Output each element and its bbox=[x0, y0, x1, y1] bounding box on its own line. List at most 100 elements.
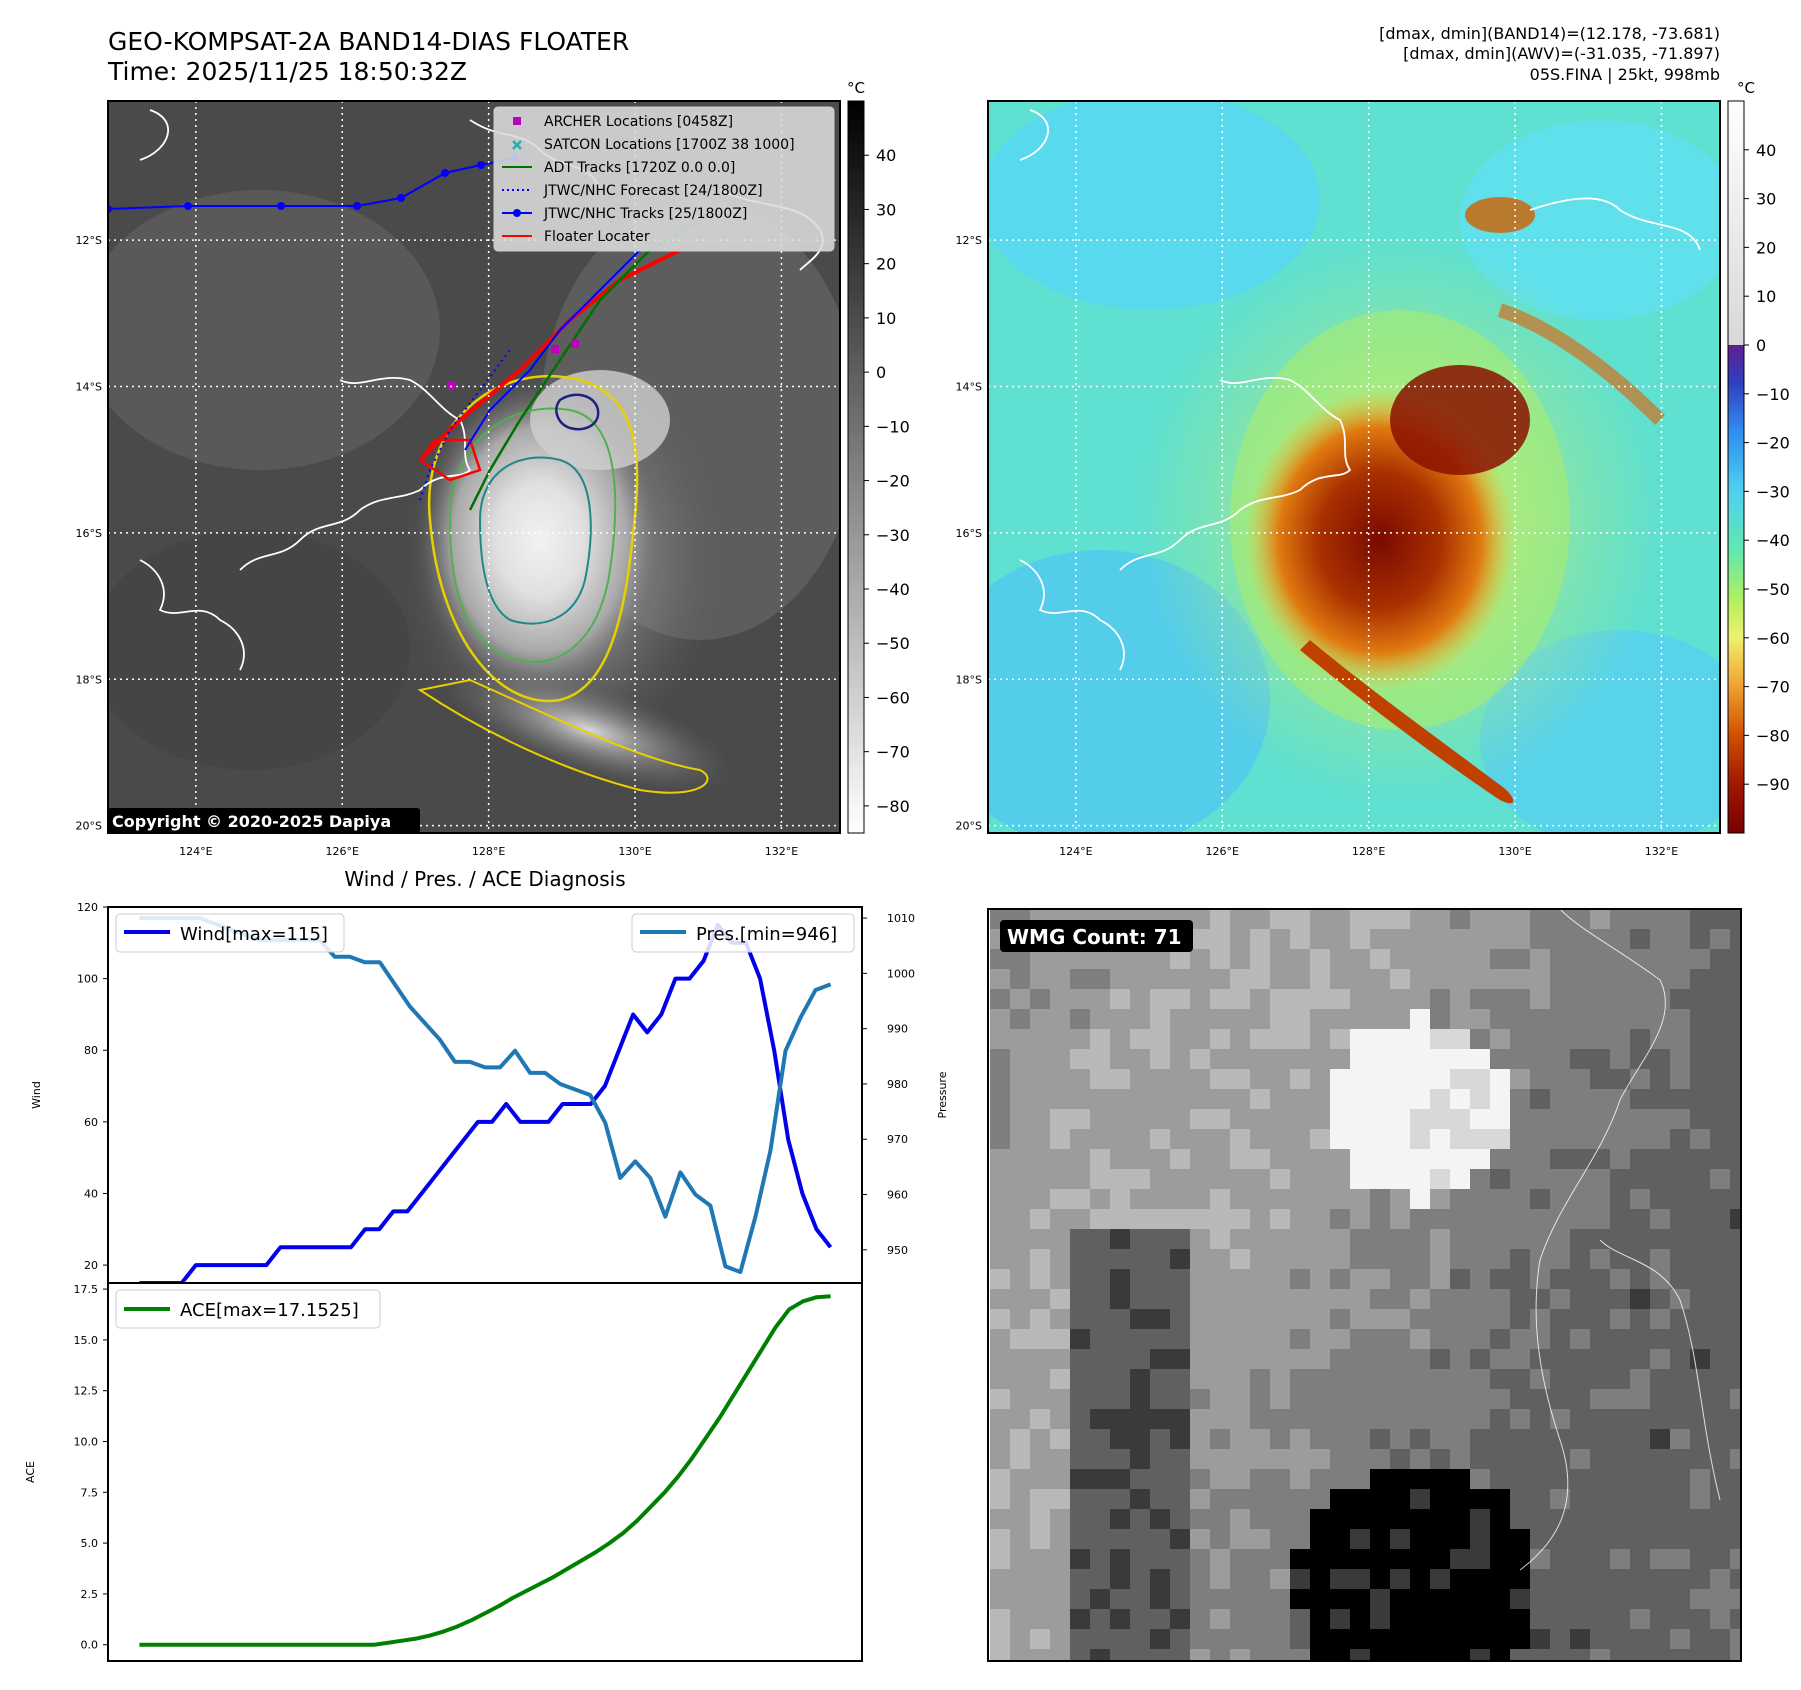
wmg-pixel bbox=[1710, 1569, 1730, 1589]
wmg-pixel bbox=[1210, 1609, 1230, 1629]
wmg-pixel bbox=[1050, 949, 1070, 969]
wmg-pixel bbox=[1390, 1089, 1410, 1109]
ace-ylabel: ACE bbox=[24, 1461, 37, 1483]
wmg-pixel bbox=[1050, 1069, 1070, 1089]
wmg-pixel bbox=[1210, 1369, 1230, 1389]
wmg-pixel bbox=[1230, 1429, 1250, 1449]
wmg-pixel bbox=[1650, 1469, 1670, 1489]
wmg-pixel bbox=[990, 1169, 1010, 1189]
wmg-pixel bbox=[1190, 1349, 1210, 1369]
wmg-pixel bbox=[1430, 1429, 1450, 1449]
wmg-pixel bbox=[1390, 1569, 1410, 1589]
wmg-pixel bbox=[1590, 1469, 1610, 1489]
colorbar-tick-label: −40 bbox=[876, 580, 910, 599]
wmg-pixel bbox=[1090, 1489, 1110, 1509]
ir-lat-labels: 12°S14°S16°S18°S20°S bbox=[76, 234, 102, 833]
wmg-pixel bbox=[1650, 1089, 1670, 1109]
wmg-pixel bbox=[1170, 1049, 1190, 1069]
wmg-pixel bbox=[1390, 989, 1410, 1009]
colorbar-tick-label: −40 bbox=[1756, 531, 1790, 550]
wmg-pixel bbox=[1250, 1589, 1270, 1609]
ace-ytick-label: 7.5 bbox=[81, 1486, 99, 1499]
wmg-pixel bbox=[1130, 1649, 1150, 1661]
wmg-pixel bbox=[1450, 1169, 1470, 1189]
wmg-pixel bbox=[1550, 1469, 1570, 1489]
wmg-pixel bbox=[1450, 1149, 1470, 1169]
wmg-pixel bbox=[1690, 1549, 1710, 1569]
wmg-pixel bbox=[1570, 1049, 1590, 1069]
wmg-pixel bbox=[1370, 1649, 1390, 1661]
wmg-pixel bbox=[1050, 1189, 1070, 1209]
wmg-pixel bbox=[1170, 1069, 1190, 1089]
wmg-pixel bbox=[1250, 1369, 1270, 1389]
wmg-pixel bbox=[1590, 1549, 1610, 1569]
wmg-pixel bbox=[1030, 1329, 1050, 1349]
wmg-pixel bbox=[1450, 1209, 1470, 1229]
wmg-pixel bbox=[1070, 1269, 1090, 1289]
figure-title: GEO-KOMPSAT-2A BAND14-DIAS FLOATER bbox=[108, 27, 629, 56]
wmg-pixel bbox=[1350, 1269, 1370, 1289]
wmg-pixel bbox=[1090, 1149, 1110, 1169]
wmg-pixel bbox=[1650, 1389, 1670, 1409]
wmg-pixel bbox=[1170, 1589, 1190, 1609]
wmg-pixel bbox=[1650, 1009, 1670, 1029]
storm-info-text: 05S.FINA | 25kt, 998mb bbox=[1530, 65, 1720, 84]
wmg-pixel bbox=[1010, 969, 1030, 989]
ace-ytick-label: 0.0 bbox=[81, 1639, 99, 1652]
wmg-pixel bbox=[1190, 1409, 1210, 1429]
wmg-pixel bbox=[1350, 1509, 1370, 1529]
wmg-pixel bbox=[1170, 1509, 1190, 1529]
wmg-pixel bbox=[1530, 949, 1550, 969]
wmg-pixel bbox=[990, 1589, 1010, 1609]
wmg-pixel bbox=[1030, 1149, 1050, 1169]
wmg-pixel bbox=[1470, 909, 1490, 929]
ace-ytick-label: 2.5 bbox=[81, 1588, 99, 1601]
wmg-pixel bbox=[1710, 1609, 1730, 1629]
wmg-pixel bbox=[1450, 1509, 1470, 1529]
jtwc-track-line bbox=[108, 157, 516, 210]
wmg-pixel bbox=[1390, 1309, 1410, 1329]
wmg-pixel bbox=[1170, 1209, 1190, 1229]
wmg-pixel bbox=[1170, 1029, 1190, 1049]
wmg-pixel bbox=[1470, 1489, 1490, 1509]
wmg-pixel bbox=[1170, 1489, 1190, 1509]
wmg-pixel bbox=[990, 1449, 1010, 1469]
wmg-pixel bbox=[1630, 1469, 1650, 1489]
wmg-pixel bbox=[1410, 929, 1430, 949]
wmg-pixel bbox=[1670, 1649, 1690, 1661]
wmg-pixel bbox=[1650, 989, 1670, 1009]
wmg-pixel bbox=[1470, 1309, 1490, 1329]
wmg-pixel bbox=[1650, 1069, 1670, 1089]
wmg-pixel bbox=[1250, 1389, 1270, 1409]
wmg-pixel bbox=[1050, 1049, 1070, 1069]
wmg-pixel bbox=[1410, 1149, 1430, 1169]
wmg-pixel bbox=[1390, 1169, 1410, 1189]
colorbar-tick-label: 10 bbox=[876, 309, 896, 328]
wmg-pixel bbox=[1350, 1149, 1370, 1169]
wmg-pixel bbox=[1290, 1009, 1310, 1029]
wmg-pixel bbox=[1430, 1609, 1450, 1629]
wmg-pixel bbox=[1610, 929, 1630, 949]
wmg-pixel bbox=[1610, 1509, 1630, 1529]
wmg-pixel bbox=[1310, 1069, 1330, 1089]
wmg-pixel bbox=[1730, 1209, 1741, 1229]
wmg-pixel bbox=[1390, 1029, 1410, 1049]
wmg-pixel bbox=[1230, 1629, 1250, 1649]
wmg-pixel bbox=[1170, 1429, 1190, 1449]
wmg-pixel bbox=[1710, 1469, 1730, 1489]
wmg-pixel bbox=[1190, 1629, 1210, 1649]
wmg-pixel bbox=[1010, 1449, 1030, 1469]
wmg-pixel bbox=[1590, 1609, 1610, 1629]
wmg-pixel bbox=[1030, 1189, 1050, 1209]
wmg-pixel bbox=[1510, 1049, 1530, 1069]
wmg-pixel bbox=[1030, 1349, 1050, 1369]
wmg-pixel bbox=[1430, 1329, 1450, 1349]
wmg-pixel bbox=[1570, 1629, 1590, 1649]
gray-colorbar-unit: °C bbox=[847, 79, 865, 97]
wmg-pixel bbox=[1570, 1349, 1590, 1369]
wmg-pixel bbox=[1210, 1629, 1230, 1649]
wmg-pixel bbox=[1130, 1229, 1150, 1249]
wmg-pixel bbox=[1310, 1269, 1330, 1289]
wmg-pixel bbox=[1410, 1329, 1430, 1349]
ace-ytick-label: 5.0 bbox=[81, 1537, 99, 1550]
